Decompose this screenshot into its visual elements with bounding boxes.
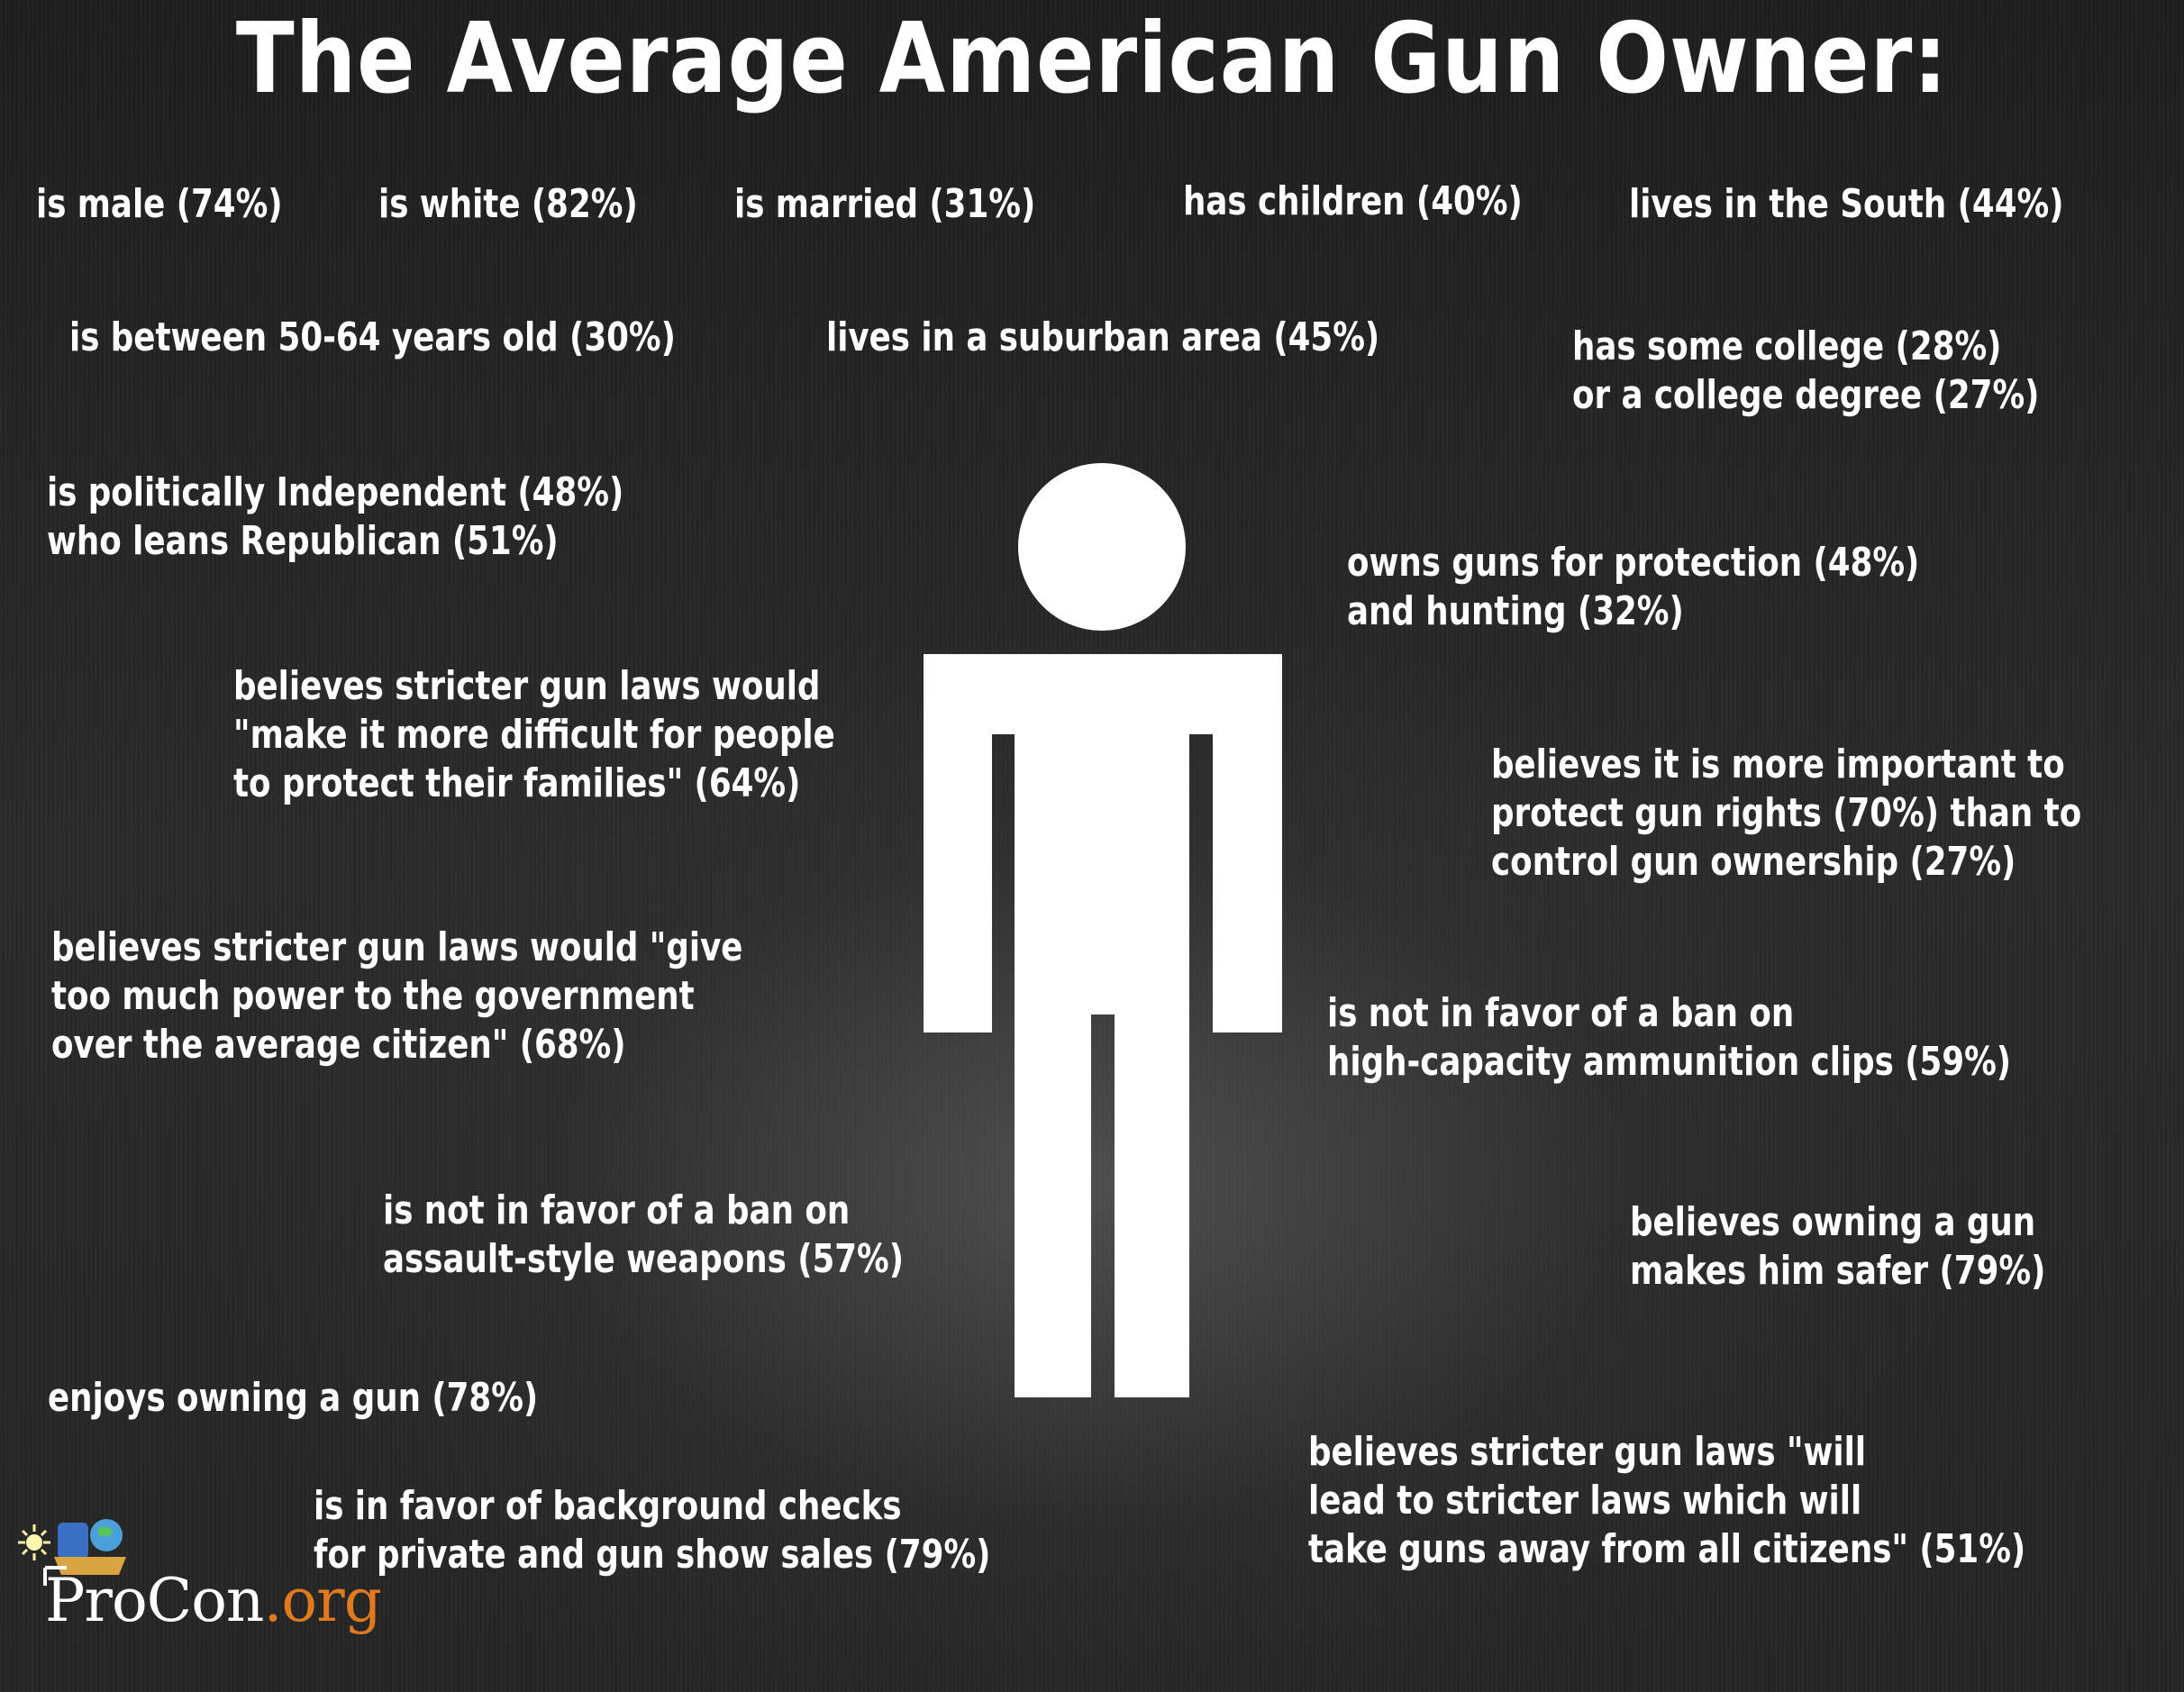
logo-text: ProCon.org: [45, 1566, 382, 1635]
fact-college: has some college (28%) or a college degr…: [1572, 323, 2040, 418]
fact-male: is male (74%): [36, 181, 283, 227]
fact-protection: owns guns for protection (48%) and hunti…: [1347, 540, 1920, 634]
logo-tld: .org: [263, 1566, 382, 1635]
fact-ammo-clips: is not in favor of a ban on high-capacit…: [1327, 990, 2012, 1085]
fact-gun-rights: believes it is more important to protect…: [1491, 741, 2082, 885]
fact-safer: believes owning a gun makes him safer (7…: [1630, 1199, 2046, 1294]
fact-take-guns: believes stricter gun laws "will lead to…: [1308, 1429, 2026, 1572]
fact-background-checks: is in favor of background checks for pri…: [314, 1483, 991, 1578]
fact-political: is politically Independent (48%) who lea…: [47, 469, 624, 564]
logo-sunburst-icon: [18, 1519, 126, 1586]
figure-head: [1018, 463, 1186, 631]
fact-age: is between 50-64 years old (30%): [69, 314, 676, 360]
fact-government-power: believes stricter gun laws would "give t…: [51, 924, 743, 1068]
fact-children: has children (40%): [1183, 178, 1523, 224]
procon-logo[interactable]: ProCon.org: [18, 1505, 396, 1640]
fact-suburban: lives in a suburban area (45%): [826, 314, 1380, 360]
logo-name: ProCon: [45, 1566, 264, 1635]
fact-white: is white (82%): [378, 181, 638, 227]
page-title: The Average American Gun Owner:: [235, 3, 1949, 115]
fact-assault-weapons: is not in favor of a ban on assault-styl…: [383, 1187, 905, 1282]
fact-enjoys: enjoys owning a gun (78%): [48, 1375, 539, 1421]
fact-south: lives in the South (44%): [1629, 181, 2064, 227]
fact-protect-families: believes stricter gun laws would "make i…: [233, 663, 835, 806]
fact-married: is married (31%): [734, 181, 1036, 227]
figure-body: [924, 654, 1282, 1397]
